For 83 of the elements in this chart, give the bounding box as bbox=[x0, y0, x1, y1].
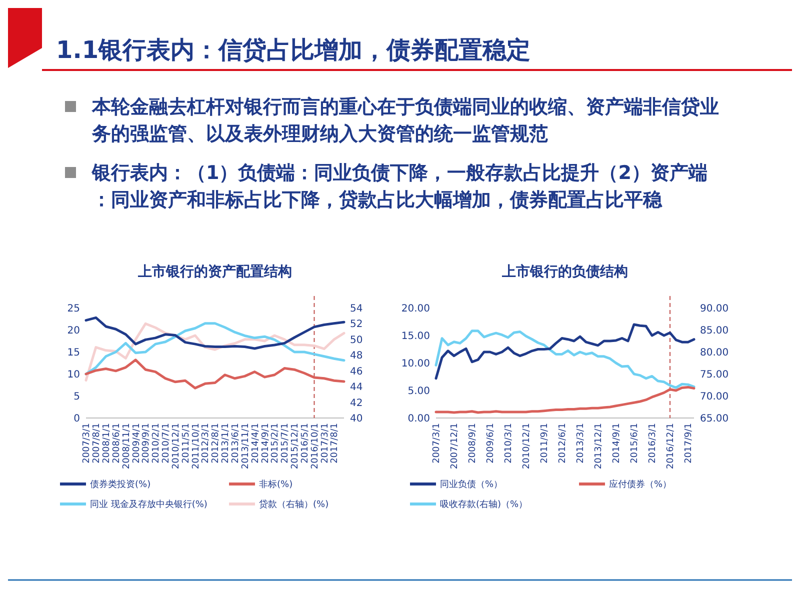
text: 银行表内：（1）负债端：同业负债下降，一般存款占比提升（2）资产端：同业资产和非标占比下降，贷款占比大幅增加，债券配置占比平稳 bbox=[91, 162, 708, 211]
x-tick-label: 2017/3/1 bbox=[320, 423, 330, 464]
legend-label: 同业负债（%） bbox=[440, 479, 503, 490]
y2-tick-label: 50 bbox=[350, 334, 363, 346]
x-tick-label: 2010/7/1 bbox=[162, 423, 172, 464]
x-tick-label: 2011/9/1 bbox=[540, 423, 550, 464]
legend-label: 非标(%) bbox=[259, 479, 293, 490]
x-tick-label: 2015/6/1 bbox=[630, 423, 640, 464]
x-tick-label: 2008/1/1 bbox=[102, 423, 112, 464]
x-tick-label: 2007/3/1 bbox=[82, 423, 92, 464]
y-tick-label: 20 bbox=[67, 326, 80, 336]
x-tick-label: 2016/10/1 bbox=[310, 423, 320, 470]
line-series bbox=[434, 386, 696, 414]
text: 1.1银行表内：信贷占比增加，债券配置稳定 bbox=[56, 36, 531, 64]
x-tick-label: 2008/9/1 bbox=[468, 423, 478, 464]
legend-label: 吸收存款(右轴)（%） bbox=[440, 499, 528, 510]
y-tick-label: 10.00 bbox=[401, 358, 430, 370]
x-tick-label: 2015/2/1 bbox=[270, 423, 281, 464]
x-tick-label: 2015/12/1 bbox=[290, 423, 301, 470]
x-tick-label: 2008/11/1 bbox=[122, 423, 132, 470]
x-tick-label: 2015/7/1 bbox=[280, 423, 291, 464]
y-tick-label: 0.00 bbox=[408, 414, 430, 424]
line-series bbox=[434, 330, 696, 389]
legend-label: 贷款（右轴）(%) bbox=[259, 499, 329, 510]
y-tick-label: 5 bbox=[74, 392, 80, 402]
y-tick-label: 20.00 bbox=[401, 304, 430, 314]
y-tick-label: 0 bbox=[74, 414, 80, 424]
legend-label: 同业 现金及存放中央银行(%) bbox=[90, 499, 208, 510]
x-tick-label: 2014/4/1 bbox=[250, 423, 261, 464]
chart-title: 上市银行的负债结构 bbox=[501, 263, 628, 280]
y2-tick-label: 42 bbox=[350, 398, 363, 409]
y2-tick-label: 48 bbox=[350, 350, 363, 362]
x-tick-label: 2009/6/1 bbox=[486, 423, 496, 464]
y2-tick-label: 54 bbox=[350, 304, 363, 314]
x-tick-label: 2010/2/1 bbox=[152, 423, 162, 464]
y-tick-label: 15.00 bbox=[401, 331, 430, 342]
legend-label: 债券类投资(%) bbox=[90, 479, 151, 490]
chart-title: 上市银行的资产配置结构 bbox=[137, 263, 292, 280]
y-tick-label: 10 bbox=[67, 370, 80, 380]
y2-tick-label: 40 bbox=[350, 414, 363, 424]
y2-tick-label: 90.00 bbox=[700, 304, 729, 314]
x-tick-label: 2009/9/1 bbox=[142, 423, 152, 464]
x-tick-label: 2012/3/1 bbox=[201, 423, 212, 464]
x-tick-label: 2008/6/1 bbox=[112, 423, 122, 464]
y2-tick-label: 80.00 bbox=[700, 348, 729, 358]
y-tick-label: 15 bbox=[67, 348, 80, 358]
x-tick-label: 2009/4/1 bbox=[132, 423, 142, 464]
x-tick-label: 2007/3/1 bbox=[432, 423, 442, 464]
line-series bbox=[84, 316, 346, 350]
x-tick-label: 2013/3/1 bbox=[576, 423, 586, 464]
text: 本轮金融去杠杆对银行而言的重心在于负债端同业的收缩、资产端非信贷业务的强监管、以及表外理财纳入大资管的统一监管规范 bbox=[91, 96, 719, 145]
x-tick-label: 2007/8/1 bbox=[92, 423, 102, 464]
y-tick-label: 5.00 bbox=[408, 386, 430, 397]
x-tick-label: 2017/8/1 bbox=[330, 423, 340, 464]
y2-tick-label: 46 bbox=[350, 366, 363, 378]
x-tick-label: 2013/11/1 bbox=[240, 423, 251, 470]
y2-tick-label: 85.00 bbox=[700, 326, 729, 336]
x-tick-label: 2013/6/1 bbox=[230, 423, 241, 464]
x-tick-label: 2016/3/1 bbox=[648, 423, 658, 464]
x-tick-label: 2017/9/1 bbox=[684, 423, 694, 464]
x-tick-label: 2012/8/1 bbox=[211, 423, 222, 464]
line-series bbox=[434, 323, 696, 380]
x-tick-label: 2016/5/1 bbox=[300, 423, 310, 464]
x-tick-label: 2014/9/1 bbox=[260, 423, 271, 464]
x-tick-label: 2016/12/1 bbox=[666, 423, 676, 470]
x-tick-label: 2010/3/1 bbox=[504, 423, 514, 464]
y2-tick-label: 75.00 bbox=[700, 370, 729, 380]
y2-tick-label: 70.00 bbox=[700, 392, 729, 402]
y-tick-label: 25 bbox=[67, 304, 80, 314]
legend-label: 应付债券（%） bbox=[609, 479, 672, 490]
x-tick-label: 2011/10/1 bbox=[191, 423, 202, 470]
x-tick-label: 2007/12/1 bbox=[450, 423, 460, 470]
x-tick-label: 2012/6/1 bbox=[558, 423, 568, 464]
y2-tick-label: 65.00 bbox=[700, 414, 729, 424]
line-series bbox=[84, 358, 346, 390]
y2-tick-label: 44 bbox=[350, 382, 363, 394]
x-tick-label: 2011/5/1 bbox=[181, 423, 192, 464]
x-tick-label: 2010/12/1 bbox=[171, 423, 182, 470]
x-tick-label: 2013/1/1 bbox=[221, 423, 232, 464]
x-tick-label: 2014/9/1 bbox=[612, 423, 622, 464]
x-tick-label: 2010/12/1 bbox=[522, 423, 532, 470]
x-tick-label: 2013/12/1 bbox=[594, 423, 604, 470]
y2-tick-label: 52 bbox=[350, 319, 363, 330]
